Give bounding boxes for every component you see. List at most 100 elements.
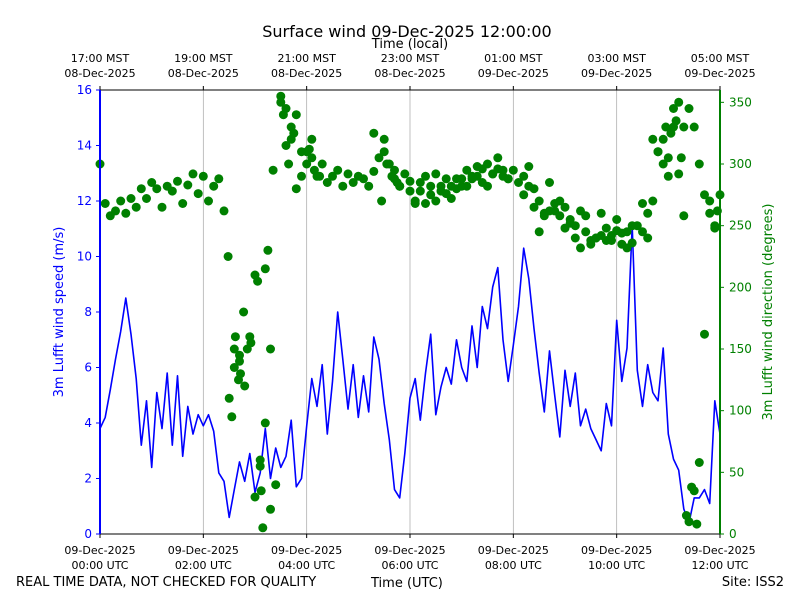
wind-direction-point <box>524 162 534 171</box>
wind-direction-point <box>136 184 146 194</box>
wind-direction-point <box>405 186 415 196</box>
right-tick-label: 150 <box>729 342 752 356</box>
wind-direction-point <box>271 480 281 490</box>
wind-direction-point <box>663 153 673 163</box>
wind-direction-point <box>284 159 294 169</box>
wind-direction-point <box>281 104 291 113</box>
wind-direction-point <box>379 147 389 157</box>
quality-disclaimer: REAL TIME DATA, NOT CHECKED FOR QUALITY <box>16 575 317 590</box>
wind-direction-point <box>462 165 472 175</box>
wind-direction-point <box>289 128 299 138</box>
wind-direction-point <box>235 350 244 360</box>
wind-direction-point <box>315 171 325 181</box>
top-tick-label: 08-Dec-2025 <box>168 67 239 80</box>
wind-direction-point <box>100 199 110 208</box>
wind-direction-point <box>214 174 224 184</box>
wind-direction-point <box>565 215 575 224</box>
wind-direction-point <box>503 174 513 184</box>
bottom-tick-label: 04:00 UTC <box>278 559 335 572</box>
wind-direction-point <box>581 211 591 221</box>
site-label: Site: ISS2 <box>721 575 784 590</box>
wind-direction-point <box>467 171 477 181</box>
wind-direction-point <box>268 165 278 175</box>
wind-direction-point <box>591 233 601 243</box>
wind-direction-point <box>658 159 668 169</box>
wind-direction-point <box>643 233 653 243</box>
wind-direction-point <box>483 159 492 169</box>
top-tick-label: 09-Dec-2025 <box>684 67 755 80</box>
wind-direction-point <box>684 517 694 527</box>
wind-direction-point <box>622 227 632 237</box>
wind-direction-point <box>457 174 467 184</box>
wind-direction-point <box>457 181 467 191</box>
wind-direction-point <box>643 208 653 218</box>
wind-direction-point <box>679 211 689 221</box>
wind-direction-point <box>498 165 508 175</box>
wind-direction-point <box>250 492 260 502</box>
top-tick-label: 03:00 MST <box>587 52 646 65</box>
wind-direction-point <box>596 208 606 218</box>
wind-direction-point <box>431 196 441 206</box>
top-tick-label: 01:00 MST <box>484 52 543 65</box>
wind-direction-point <box>545 178 554 187</box>
wind-direction-point <box>266 504 275 514</box>
wind-direction-point <box>333 165 343 175</box>
wind-direction-point <box>281 141 291 150</box>
wind-direction-point <box>607 231 616 240</box>
wind-direction-point <box>679 122 689 132</box>
wind-direction-point <box>421 199 430 208</box>
wind-direction-point <box>612 215 622 224</box>
wind-direction-point <box>689 486 699 496</box>
bottom-tick-label: 09-Dec-2025 <box>684 544 755 557</box>
wind-direction-point <box>576 243 585 253</box>
bottom-axis-label: Time (UTC) <box>371 576 443 591</box>
wind-direction-point <box>359 174 368 184</box>
wind-direction-point <box>322 178 332 187</box>
wind-direction-point <box>472 162 482 171</box>
wind-direction-point <box>167 186 177 196</box>
wind-direction-point <box>627 221 637 231</box>
top-tick-label: 08-Dec-2025 <box>271 67 342 80</box>
wind-direction-point <box>188 169 198 179</box>
wind-direction-point <box>229 344 239 354</box>
wind-direction-point <box>671 116 681 126</box>
wind-direction-point <box>426 190 436 200</box>
top-tick-label: 09-Dec-2025 <box>478 67 549 80</box>
wind-direction-point <box>240 381 250 391</box>
wind-direction-point <box>258 523 268 533</box>
left-tick-label: 14 <box>77 139 92 153</box>
wind-direction-point <box>689 122 699 132</box>
wind-direction-point <box>317 159 327 169</box>
wind-direction-point <box>405 176 415 186</box>
wind-direction-point <box>382 159 392 169</box>
wind-direction-point <box>219 206 229 216</box>
wind-direction-point <box>415 186 425 196</box>
wind-direction-point <box>260 264 270 274</box>
top-tick-label: 21:00 MST <box>277 52 336 65</box>
wind-direction-point <box>253 276 263 286</box>
wind-direction-point <box>183 180 193 190</box>
wind-direction-point <box>328 171 337 181</box>
wind-direction-point <box>152 184 162 194</box>
wind-direction-point <box>369 128 379 138</box>
wind-direction-point <box>291 184 301 194</box>
wind-direction-point <box>276 91 286 101</box>
wind-direction-point <box>555 196 565 206</box>
wind-direction-point <box>700 190 709 200</box>
wind-direction-point <box>539 211 549 221</box>
wind-direction-point <box>421 171 430 181</box>
wind-direction-point <box>209 181 219 191</box>
right-tick-label: 250 <box>729 219 752 233</box>
wind-direction-point <box>669 104 678 113</box>
wind-direction-point <box>116 196 126 206</box>
bottom-tick-label: 09-Dec-2025 <box>478 544 549 557</box>
wind-direction-point <box>309 165 319 175</box>
wind-direction-point <box>297 147 306 157</box>
top-axis-label: Time (local) <box>371 37 448 52</box>
wind-direction-point <box>638 227 647 237</box>
wind-direction-point <box>223 252 233 261</box>
left-tick-label: 16 <box>77 83 92 97</box>
bottom-tick-label: 06:00 UTC <box>381 559 438 572</box>
right-tick-label: 350 <box>729 95 752 109</box>
right-tick-label: 100 <box>729 404 752 418</box>
